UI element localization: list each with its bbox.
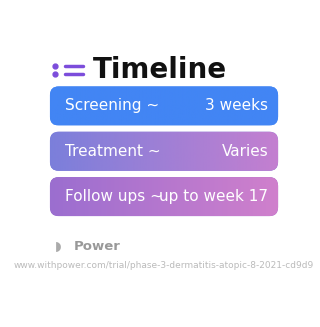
Text: 3 weeks: 3 weeks [205, 98, 268, 113]
Text: Follow ups ~: Follow ups ~ [65, 189, 163, 204]
FancyBboxPatch shape [50, 86, 278, 126]
Text: www.withpower.com/trial/phase-3-dermatitis-atopic-8-2021-cd9d9: www.withpower.com/trial/phase-3-dermatit… [14, 261, 314, 270]
Text: Treatment ~: Treatment ~ [65, 144, 160, 159]
Text: Power: Power [74, 240, 120, 253]
FancyBboxPatch shape [50, 132, 278, 171]
Text: up to week 17: up to week 17 [159, 189, 268, 204]
FancyBboxPatch shape [50, 177, 278, 216]
Text: ◗: ◗ [55, 240, 62, 253]
Text: Screening ~: Screening ~ [65, 98, 159, 113]
Text: Varies: Varies [221, 144, 268, 159]
Text: Timeline: Timeline [93, 56, 228, 84]
